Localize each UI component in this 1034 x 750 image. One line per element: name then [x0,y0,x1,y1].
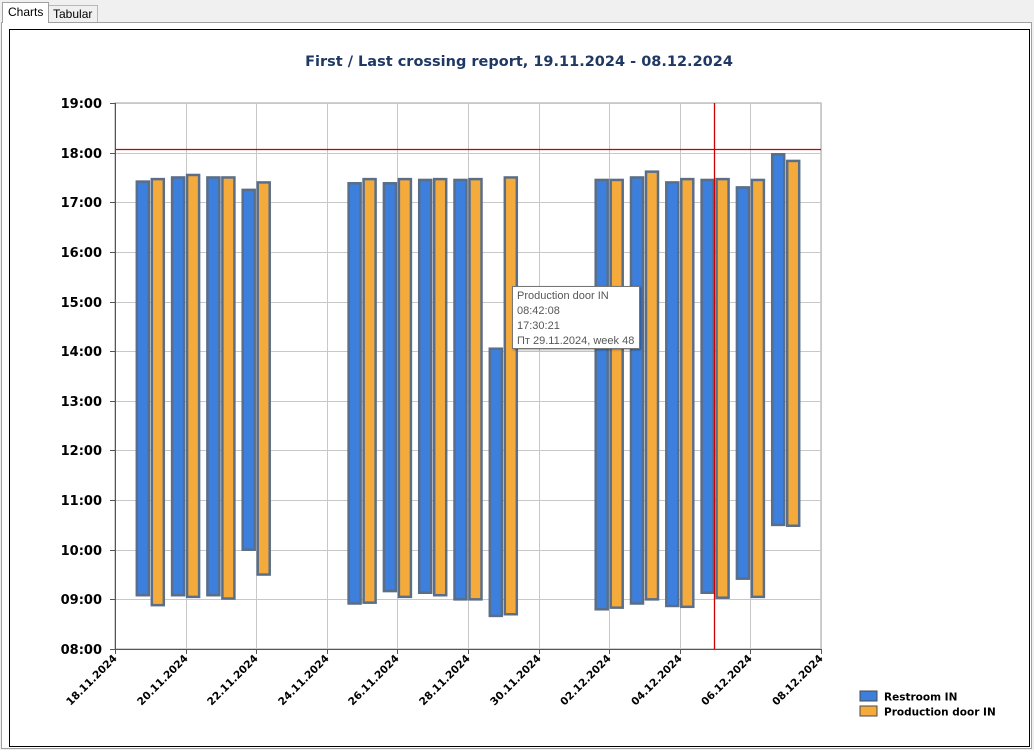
y-tick-label: 18:00 [61,147,102,162]
x-tick-label: 24.11.2024 [276,653,331,708]
y-tick-label: 16:00 [61,246,102,261]
legend-label: Production door IN [884,707,996,719]
legend-swatch [859,705,878,717]
x-tick-label: 08.12.2024 [770,653,825,708]
y-tick-label: 17:00 [61,196,102,211]
legend-swatch [859,690,878,702]
legend-label: Restroom IN [884,692,957,704]
bar-restroom-in [382,181,398,593]
bar-restroom-in [700,178,715,594]
bar-production-door-in [750,178,766,599]
bar-production-door-in [150,177,166,607]
bar-restroom-in [665,181,680,608]
bars [135,153,801,618]
bar-restroom-in [241,188,256,551]
bar-restroom-in [629,176,645,605]
y-tick-label: 08:00 [61,643,102,658]
bar-restroom-in [488,347,504,618]
bar-restroom-in [417,178,433,594]
bar-production-door-in [503,176,519,616]
bar-tooltip: Production door IN 08:42:08 17:30:21 Пт … [512,286,640,349]
bar-production-door-in [362,177,377,604]
bar-production-door-in [468,177,483,601]
bar-production-door-in [609,178,624,609]
reference-lines [115,103,821,649]
tooltip-start: 08:42:08 [517,305,560,317]
bar-production-door-in [715,177,730,599]
y-tick-label: 19:00 [61,97,102,112]
bar-production-door-in [432,177,448,597]
x-tick-label: 02.12.2024 [558,653,613,708]
bar-restroom-in [206,176,221,597]
bar-production-door-in [680,177,695,609]
x-tick-label: 06.12.2024 [699,653,754,708]
tab-charts[interactable]: Charts [2,2,50,23]
bar-production-door-in [785,159,801,527]
bar-restroom-in [594,178,609,611]
x-tick-label: 28.11.2024 [417,653,472,708]
y-tick-label: 15:00 [61,296,102,311]
y-tick-label: 14:00 [61,345,102,360]
y-tick-label: 12:00 [61,444,102,459]
tooltip-date: Пт 29.11.2024, week 48 [517,335,635,347]
tab-tabular[interactable]: Tabular [47,5,99,23]
bar-restroom-in [170,176,186,597]
tooltip-end: 17:30:21 [517,320,560,332]
x-tick-label: 30.11.2024 [488,653,543,708]
bar-production-door-in [397,177,413,599]
bar-restroom-in [735,186,751,580]
y-tick-label: 09:00 [61,593,102,608]
bar-production-door-in [644,170,660,601]
y-tick-label: 10:00 [61,544,102,559]
x-tick-label: 20.11.2024 [135,653,190,708]
x-tick-label: 26.11.2024 [346,653,401,708]
bar-restroom-in [770,153,786,527]
x-tick-label: 18.11.2024 [64,653,119,708]
tooltip-series: Production door IN [517,290,609,302]
bar-production-door-in [221,176,236,600]
y-tick-label: 11:00 [61,494,102,509]
bar-restroom-in [135,180,151,597]
x-tick-label: 04.12.2024 [629,653,684,708]
bar-restroom-in [453,178,468,601]
legend: Restroom IN Production door IN [859,690,996,719]
y-tick-label: 13:00 [61,395,102,410]
bar-restroom-in [347,181,362,605]
bar-production-door-in [256,181,271,576]
x-tick-label: 22.11.2024 [205,653,260,708]
bar-production-door-in [185,173,201,599]
tab-bar: Charts Tabular [0,0,1034,24]
chart-title: First / Last crossing report, 19.11.2024… [305,54,733,70]
